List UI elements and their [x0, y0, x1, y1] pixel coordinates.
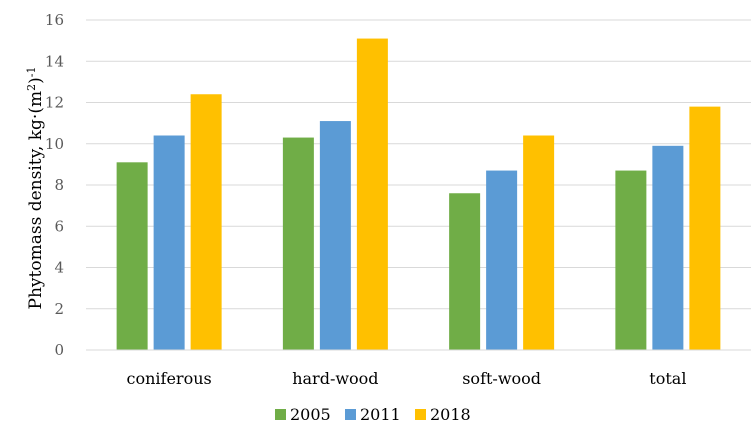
y-tick-label: 16	[45, 11, 64, 29]
x-category-label: hard-wood	[292, 369, 378, 388]
y-axis-label: Phytomass density, kg·(m2)-1	[25, 67, 46, 310]
bars	[116, 38, 721, 350]
y-axis-label-mid: )	[26, 77, 46, 84]
bar-2018-soft-wood	[523, 135, 555, 350]
y-axis-ticks: 0 2 4 6 8 10 12 14 16	[45, 11, 64, 359]
y-tick-label: 2	[54, 300, 64, 318]
legend-swatch-2018	[415, 409, 426, 420]
bar-2005-coniferous	[116, 162, 148, 350]
y-tick-label: 10	[45, 135, 64, 153]
legend-label: 2011	[360, 405, 401, 424]
y-tick-label: 14	[45, 52, 64, 70]
y-tick-label: 0	[54, 341, 64, 359]
y-tick-label: 4	[54, 259, 64, 277]
bar-2018-hard-wood	[356, 38, 388, 350]
legend: 2005 2011 2018	[275, 405, 471, 424]
legend-label: 2018	[430, 405, 471, 424]
legend-label: 2005	[290, 405, 331, 424]
y-axis-label-sup2: -1	[25, 67, 38, 78]
x-category-label: total	[649, 369, 686, 388]
bar-2011-soft-wood	[486, 170, 518, 350]
bar-2011-coniferous	[153, 135, 185, 350]
bar-2011-total	[652, 145, 684, 350]
bar-2011-hard-wood	[319, 121, 351, 350]
y-tick-label: 12	[45, 94, 64, 112]
bar-2005-soft-wood	[449, 193, 481, 350]
bar-2018-coniferous	[190, 94, 222, 350]
y-axis-label-sup1: 2	[25, 84, 38, 91]
y-tick-label: 6	[54, 217, 64, 235]
x-axis-categories: coniferous hard-wood soft-wood total	[127, 369, 687, 388]
legend-swatch-2005	[275, 409, 286, 420]
bar-2005-hard-wood	[282, 137, 314, 350]
bar-2018-total	[689, 106, 721, 350]
bar-2005-total	[615, 170, 647, 350]
x-category-label: coniferous	[127, 369, 212, 388]
y-tick-label: 8	[54, 176, 64, 194]
y-axis-label-main: Phytomass density, kg·(m	[26, 91, 46, 310]
x-category-label: soft-wood	[462, 369, 541, 388]
legend-swatch-2011	[345, 409, 356, 420]
gridlines	[86, 19, 751, 310]
